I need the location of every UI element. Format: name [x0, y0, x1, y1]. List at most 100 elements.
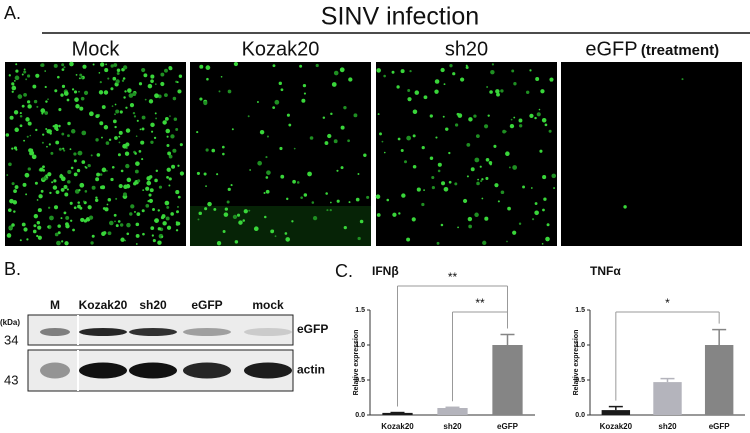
- cell-dot: [26, 238, 29, 241]
- cell-dot: [404, 160, 408, 164]
- cell-dot: [103, 90, 109, 95]
- cell-dot: [74, 97, 79, 102]
- column-label: eGFP: [585, 38, 637, 60]
- cell-dot: [507, 206, 511, 211]
- cell-dot: [381, 140, 384, 143]
- cell-dot: [63, 211, 67, 215]
- cell-dot: [409, 69, 412, 73]
- cell-dot: [155, 117, 158, 120]
- cell-dot: [48, 206, 51, 209]
- cell-dot: [26, 74, 31, 78]
- cell-dot: [231, 128, 234, 131]
- cell-dot: [47, 225, 50, 228]
- cell-dot: [549, 77, 554, 82]
- cell-dot: [61, 63, 65, 67]
- bar: [601, 410, 631, 415]
- cell-dot: [474, 157, 480, 163]
- cell-dot: [65, 215, 70, 220]
- cell-dot: [35, 73, 40, 78]
- cell-dot: [77, 201, 80, 204]
- cell-dot: [154, 218, 159, 223]
- cell-dot: [126, 222, 131, 228]
- cell-dot: [177, 89, 182, 94]
- cell-dot: [47, 172, 52, 177]
- band-label: actin: [297, 363, 325, 377]
- cell-dot: [376, 213, 381, 217]
- cell-dot: [25, 117, 30, 122]
- cell-dot: [54, 232, 59, 237]
- cell-dot: [107, 231, 112, 236]
- cell-dot: [165, 216, 170, 221]
- cell-dot: [218, 90, 221, 93]
- cell-dot: [265, 189, 270, 194]
- cell-dot: [216, 241, 222, 246]
- cell-dot: [484, 216, 489, 221]
- cell-dot: [50, 151, 54, 155]
- cell-dot: [336, 199, 340, 203]
- cell-dot: [286, 113, 290, 117]
- significance-label: *: [665, 296, 670, 310]
- cell-dot: [70, 166, 74, 170]
- cell-dot: [207, 201, 212, 207]
- cell-dot: [122, 77, 126, 80]
- cell-dot: [375, 194, 381, 199]
- cell-dot: [67, 134, 70, 138]
- cell-dot: [329, 208, 332, 212]
- cell-dot: [264, 215, 267, 219]
- cell-dot: [347, 139, 350, 143]
- cell-dot: [118, 135, 121, 138]
- cell-dot: [81, 160, 86, 164]
- cell-dot: [325, 192, 328, 195]
- cell-dot: [164, 68, 168, 73]
- cell-dot: [518, 124, 523, 128]
- cell-dot: [197, 218, 200, 221]
- lane-label: eGFP: [191, 298, 222, 312]
- bar: [437, 408, 468, 415]
- lane-label: Kozak20: [79, 298, 128, 312]
- cell-dot: [177, 206, 179, 208]
- cell-dot: [176, 81, 179, 84]
- cell-dot: [73, 159, 77, 163]
- cell-dot: [169, 115, 171, 117]
- cell-dot: [101, 136, 103, 139]
- cell-dot: [291, 220, 294, 223]
- cell-dot: [110, 87, 114, 91]
- cell-dot: [148, 175, 153, 179]
- cell-dot: [78, 77, 81, 80]
- cell-dot: [234, 240, 239, 244]
- cell-dot: [263, 191, 266, 195]
- cell-dot: [435, 136, 438, 139]
- cell-dot: [468, 117, 473, 122]
- cell-dot: [150, 122, 155, 128]
- cell-dot: [125, 163, 130, 169]
- cell-dot: [485, 176, 489, 180]
- cell-dot: [166, 144, 170, 148]
- cell-dot: [465, 64, 468, 67]
- cell-dot: [164, 116, 169, 121]
- cell-dot: [6, 174, 9, 176]
- cell-dot: [82, 64, 87, 69]
- y-tick-label: 0.5: [355, 377, 365, 384]
- cell-dot: [222, 152, 225, 156]
- cell-dot: [112, 76, 117, 81]
- cell-dot: [107, 77, 110, 80]
- cell-dot: [485, 157, 490, 162]
- cell-dot: [49, 191, 52, 195]
- cell-dot: [406, 237, 411, 242]
- cell-dot: [36, 105, 39, 108]
- blot-band: [183, 328, 231, 336]
- cell-dot: [65, 224, 70, 229]
- cell-dot: [73, 90, 78, 94]
- cell-dot: [172, 148, 177, 153]
- cell-dot: [80, 96, 85, 101]
- cell-dot: [25, 193, 28, 196]
- cell-dot: [51, 181, 54, 184]
- cell-dot: [490, 69, 495, 75]
- cell-dot: [118, 130, 123, 135]
- cell-dot: [236, 213, 241, 217]
- cell-dot: [359, 219, 364, 224]
- lane-label: mock: [252, 298, 284, 312]
- cell-dot: [226, 200, 230, 204]
- cell-dot: [141, 127, 145, 131]
- cell-dot: [198, 211, 202, 216]
